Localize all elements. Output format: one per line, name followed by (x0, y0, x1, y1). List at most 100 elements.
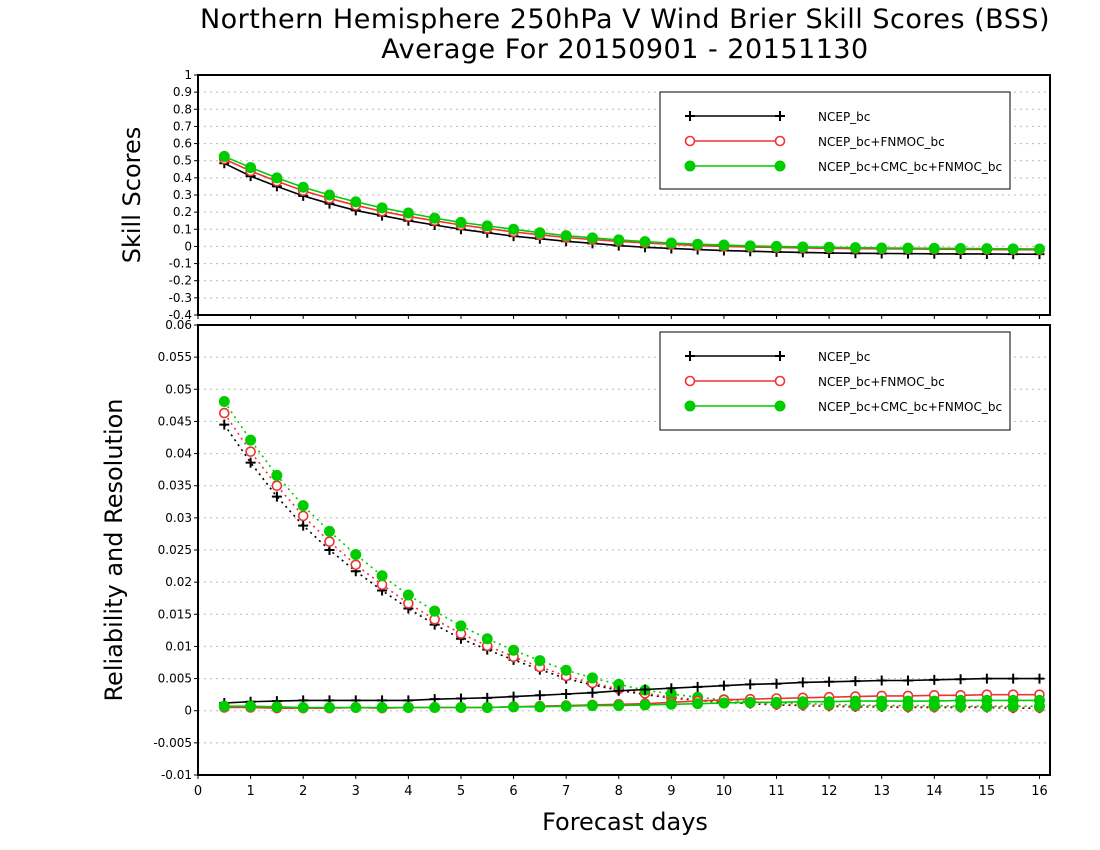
legend-label: NCEP_bc+FNMOC_bc (818, 135, 945, 149)
data-point (902, 695, 914, 707)
data-point (640, 684, 651, 695)
legend-marker (774, 375, 786, 387)
data-point (665, 698, 677, 710)
data-point (639, 699, 651, 711)
y-tick-label: -0.01 (161, 768, 192, 782)
y-tick-label: 0 (184, 239, 192, 253)
data-point (508, 701, 520, 713)
data-point (876, 675, 887, 686)
data-point (245, 434, 257, 446)
data-point (823, 696, 835, 708)
data-point (534, 655, 546, 667)
data-point (823, 241, 835, 253)
legend-label: NCEP_bc (818, 110, 870, 124)
data-point (613, 685, 624, 696)
data-point (508, 223, 520, 235)
data-point (350, 559, 362, 571)
data-point (1034, 673, 1045, 684)
data-point (455, 702, 467, 713)
chart-panel-1: -0.4 -0.3 -0.2 -0.1 0 0.1 0.2 0.3 0.4 0.5 0.6 0.7 0.… (169, 68, 1051, 322)
data-point (902, 242, 914, 254)
data-point (929, 674, 940, 685)
data-point (481, 702, 493, 713)
data-point (271, 701, 283, 713)
data-point (1033, 243, 1045, 255)
data-point (771, 240, 783, 252)
y-tick-label: 0.7 (173, 119, 192, 133)
x-tick-label: 6 (509, 784, 517, 799)
legend-label: NCEP_bc+FNMOC_bc (818, 375, 945, 389)
data-point (718, 680, 729, 691)
data-point (824, 676, 835, 687)
data-point (560, 230, 572, 242)
data-point (218, 700, 230, 712)
x-tick-label: 16 (1031, 784, 1048, 799)
series-NCEP_bc-reliability (219, 673, 1045, 708)
series-line (223, 412, 1040, 709)
data-point (402, 702, 414, 713)
legend-label: NCEP_bc (818, 350, 870, 364)
data-point (666, 683, 677, 694)
series-NCEP_bc+CMC_bc+FNMOC_bc-resolution (218, 396, 1045, 712)
legend-marker (684, 160, 696, 172)
data-point (955, 674, 966, 685)
data-point (560, 664, 572, 676)
data-point (1007, 694, 1019, 706)
data-point (981, 243, 993, 255)
y-tick-label: 0.055 (158, 350, 192, 364)
y-tick-label: 0.02 (165, 575, 192, 589)
data-point (245, 457, 256, 468)
series-line (223, 401, 1040, 708)
x-tick-label: 0 (194, 784, 202, 799)
data-point (797, 241, 809, 253)
data-point (665, 237, 677, 249)
data-point (376, 579, 388, 591)
x-tick-label: 1 (246, 784, 254, 799)
data-point (718, 239, 730, 251)
data-point (481, 220, 493, 232)
data-point (876, 242, 888, 254)
chart-title-line2: Average For 20150901 - 20151130 (381, 34, 869, 65)
x-tick-label: 2 (299, 784, 307, 799)
data-point (323, 525, 335, 537)
data-point (297, 500, 309, 512)
x-axis-label: Forecast days (542, 808, 708, 836)
data-point (402, 589, 414, 601)
data-point (271, 469, 283, 481)
data-point (586, 700, 598, 712)
data-point (324, 536, 335, 547)
data-point (692, 681, 703, 692)
data-point (797, 696, 809, 708)
x-tick-label: 13 (873, 784, 890, 799)
data-point (771, 696, 783, 708)
series-NCEP_bc-resolution (219, 419, 1045, 714)
y-tick-label: 0 (184, 704, 192, 718)
data-point (639, 236, 651, 248)
data-point (928, 242, 940, 254)
y-tick-label: 0.05 (165, 382, 192, 396)
data-point (245, 700, 257, 712)
data-point (1007, 243, 1019, 255)
chart-title-line1: Northern Hemisphere 250hPa V Wind Brier … (199, 4, 1051, 35)
data-point (561, 689, 572, 699)
data-point (534, 690, 545, 701)
legend-label: NCEP_bc+CMC_bc+FNMOC_bc (818, 160, 1002, 174)
y-tick-label: 0.045 (158, 414, 192, 428)
x-tick-label: 4 (404, 784, 412, 799)
data-point (850, 676, 861, 687)
data-point (1033, 694, 1045, 706)
data-point (849, 695, 861, 707)
data-point (849, 242, 861, 254)
data-point (903, 675, 913, 686)
data-point (402, 207, 414, 219)
y-tick-label: 0.01 (165, 639, 192, 653)
y-tick-label: 0.04 (165, 447, 192, 461)
x-tick-label: 15 (979, 784, 996, 799)
data-point (323, 702, 335, 713)
data-point (718, 697, 730, 709)
y-tick-label: 0.8 (173, 102, 192, 116)
y-tick-label: 0.9 (173, 85, 192, 99)
data-point (482, 692, 493, 703)
series-line (223, 424, 1040, 709)
